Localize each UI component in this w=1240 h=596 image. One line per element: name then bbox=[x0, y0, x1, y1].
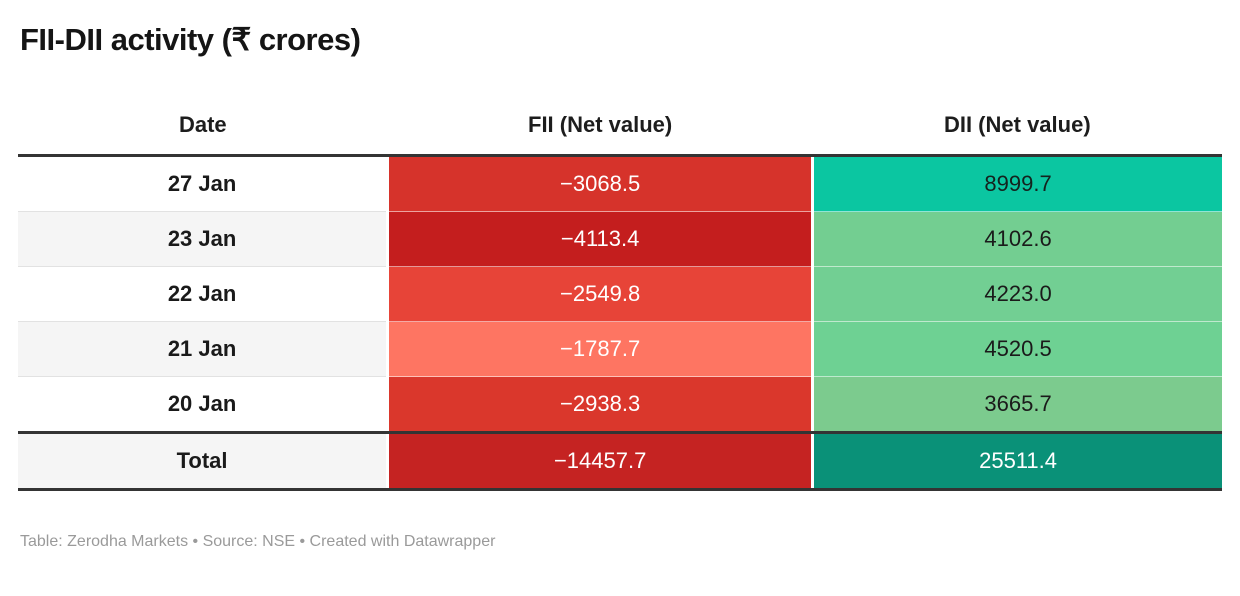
dii-cell: 4520.5 bbox=[811, 321, 1222, 377]
fii-cell: −2938.3 bbox=[386, 376, 813, 434]
fii-cell: −1787.7 bbox=[386, 321, 813, 377]
table-header: Date FII (Net value) DII (Net value) bbox=[18, 96, 1222, 157]
header-row: Date FII (Net value) DII (Net value) bbox=[18, 96, 1222, 157]
date-cell: 23 Jan bbox=[18, 211, 388, 267]
table-row: 27 Jan −3068.5 8999.7 bbox=[18, 155, 1222, 212]
date-cell: 22 Jan bbox=[18, 266, 388, 322]
fii-cell: −3068.5 bbox=[386, 155, 813, 212]
total-label-cell: Total bbox=[18, 432, 388, 491]
fii-dii-table: Date FII (Net value) DII (Net value) 27 … bbox=[18, 96, 1222, 491]
table-row: 23 Jan −4113.4 4102.6 bbox=[18, 211, 1222, 267]
table-row: 22 Jan −2549.8 4223.0 bbox=[18, 266, 1222, 322]
dii-cell: 8999.7 bbox=[811, 155, 1222, 212]
column-header-dii: DII (Net value) bbox=[812, 96, 1222, 157]
chart-title: FII-DII activity (₹ crores) bbox=[20, 22, 361, 57]
date-cell: 21 Jan bbox=[18, 321, 388, 377]
fii-cell: −4113.4 bbox=[386, 211, 813, 267]
dii-cell: 3665.7 bbox=[811, 376, 1222, 434]
total-fii-cell: −14457.7 bbox=[386, 432, 813, 491]
table-attribution: Table: Zerodha Markets • Source: NSE • C… bbox=[20, 533, 496, 550]
dii-cell: 4102.6 bbox=[811, 211, 1222, 267]
column-header-date: Date bbox=[18, 96, 388, 157]
table-row: 21 Jan −1787.7 4520.5 bbox=[18, 321, 1222, 377]
total-row: Total −14457.7 25511.4 bbox=[18, 432, 1222, 491]
date-cell: 20 Jan bbox=[18, 376, 388, 434]
column-header-fii: FII (Net value) bbox=[387, 96, 813, 157]
dii-cell: 4223.0 bbox=[811, 266, 1222, 322]
total-dii-cell: 25511.4 bbox=[811, 432, 1222, 491]
date-cell: 27 Jan bbox=[18, 155, 388, 212]
fii-cell: −2549.8 bbox=[386, 266, 813, 322]
table-row: 20 Jan −2938.3 3665.7 bbox=[18, 376, 1222, 434]
